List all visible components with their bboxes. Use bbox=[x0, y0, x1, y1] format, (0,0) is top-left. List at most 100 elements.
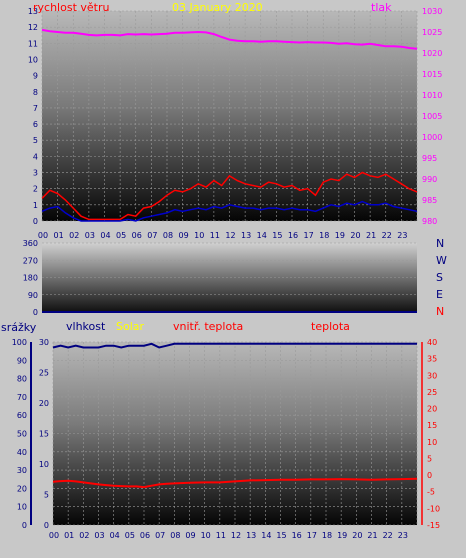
rain-tick-label: 70 bbox=[17, 393, 27, 402]
wind-tick-label: 0 bbox=[33, 217, 38, 226]
time-tick-label: 02 bbox=[69, 231, 79, 240]
humidity-tick-label: 20 bbox=[39, 399, 49, 408]
time-tick-label: 11 bbox=[216, 531, 226, 540]
pressure-legend: tlak bbox=[371, 1, 392, 14]
wind-tick-label: 5 bbox=[33, 136, 38, 145]
time-tick-label: 11 bbox=[210, 231, 220, 240]
humidity-tick-label: 25 bbox=[39, 369, 49, 378]
rain-tick-label: 80 bbox=[17, 375, 27, 384]
compass-label: N bbox=[436, 305, 444, 318]
wind-tick-label: 7 bbox=[33, 104, 38, 113]
humidity-tick-label: 5 bbox=[44, 491, 49, 500]
rain-tick-label: 50 bbox=[17, 430, 27, 439]
wind-tick-label: 9 bbox=[33, 72, 38, 81]
time-tick-label: 03 bbox=[85, 231, 95, 240]
time-tick-label: 16 bbox=[288, 231, 298, 240]
time-tick-label: 20 bbox=[350, 231, 360, 240]
time-tick-label: 14 bbox=[261, 531, 271, 540]
time-tick-label: 02 bbox=[79, 531, 89, 540]
time-tick-label: 00 bbox=[38, 231, 48, 240]
time-tick-label: 10 bbox=[201, 531, 211, 540]
time-tick-label: 22 bbox=[382, 231, 392, 240]
indoor-temp-legend: vnitř. teplota bbox=[173, 320, 243, 333]
rain-tick-label: 40 bbox=[17, 448, 27, 457]
time-tick-label: 08 bbox=[163, 231, 173, 240]
temperature-tick-label: 10 bbox=[427, 438, 437, 447]
direction-tick-label: 180 bbox=[23, 274, 38, 283]
wind-tick-label: 10 bbox=[28, 55, 38, 64]
compass-label: E bbox=[436, 288, 443, 301]
time-tick-label: 23 bbox=[397, 231, 407, 240]
temperature-tick-label: 25 bbox=[427, 388, 437, 397]
pressure-tick-label: 1000 bbox=[422, 133, 442, 142]
time-tick-label: 19 bbox=[335, 231, 345, 240]
temperature-tick-label: -15 bbox=[427, 521, 440, 530]
wind-series bbox=[41, 28, 418, 222]
time-tick-label: 12 bbox=[225, 231, 235, 240]
grid-wind bbox=[41, 10, 418, 222]
temperature-tick-label: -5 bbox=[427, 488, 435, 497]
pressure-tick-label: 1005 bbox=[422, 112, 442, 121]
temperature-tick-label: 0 bbox=[427, 471, 432, 480]
pressure-tick-label: 1015 bbox=[422, 70, 442, 79]
time-tick-label: 20 bbox=[352, 531, 362, 540]
wind-legend: rychlost větru bbox=[33, 1, 109, 14]
pressure-tick-label: 1025 bbox=[422, 28, 442, 37]
direction-tick-label: 270 bbox=[23, 256, 38, 265]
direction-tick-label: 360 bbox=[23, 239, 38, 248]
series-line bbox=[41, 28, 418, 50]
rain-tick-label: 10 bbox=[17, 503, 27, 512]
humidity-tick-label: 30 bbox=[39, 338, 49, 347]
wind-tick-label: 3 bbox=[33, 169, 38, 178]
humidity-tick-label: 10 bbox=[39, 460, 49, 469]
temperature-tick-label: 20 bbox=[427, 405, 437, 414]
time-tick-label: 01 bbox=[54, 231, 64, 240]
wind-tick-label: 2 bbox=[33, 185, 38, 194]
humidity-temp-series bbox=[52, 342, 418, 489]
solar-legend: Solar bbox=[116, 320, 145, 333]
temperature-tick-label: 40 bbox=[427, 338, 437, 347]
wind-tick-label: 6 bbox=[33, 120, 38, 129]
time-tick-label: 06 bbox=[132, 231, 142, 240]
time-tick-label: 13 bbox=[241, 231, 251, 240]
time-tick-label: 04 bbox=[110, 531, 120, 540]
time-tick-label: 07 bbox=[155, 531, 165, 540]
wind-tick-label: 1 bbox=[33, 201, 38, 210]
wind-tick-label: 13 bbox=[28, 7, 38, 16]
time-tick-label: 05 bbox=[116, 231, 126, 240]
temperature-tick-label: 30 bbox=[427, 371, 437, 380]
humidity-axis-ticks: 0 5 10 15 20 25 30 bbox=[39, 338, 49, 530]
time-tick-label: 15 bbox=[272, 231, 282, 240]
time-tick-label: 12 bbox=[231, 531, 241, 540]
pressure-tick-label: 990 bbox=[422, 175, 437, 184]
humidity-legend: vlhkost bbox=[66, 320, 106, 333]
temperature-axis-ticks: -15 -10 -5 0 5 10 15 20 25 30 35 40 bbox=[421, 338, 440, 530]
time-tick-label: 18 bbox=[322, 531, 332, 540]
compass-label: W bbox=[436, 254, 447, 267]
time-axis-top: 00 01 02 03 04 05 06 07 08 09 10 11 12 13 14 15 16 17 18 19… bbox=[38, 231, 408, 240]
time-tick-label: 23 bbox=[398, 531, 408, 540]
time-tick-label: 09 bbox=[179, 231, 189, 240]
rain-tick-label: 20 bbox=[17, 484, 27, 493]
series-line bbox=[52, 477, 418, 489]
temperature-tick-label: 5 bbox=[427, 454, 432, 463]
series-line bbox=[52, 342, 417, 349]
rain-tick-label: 30 bbox=[17, 466, 27, 475]
wind-tick-label: 12 bbox=[28, 23, 38, 32]
date-title: 03 January 2020 bbox=[172, 1, 263, 14]
temperature-legend: teplota bbox=[311, 320, 350, 333]
time-tick-label: 10 bbox=[194, 231, 204, 240]
time-tick-label: 19 bbox=[337, 531, 347, 540]
pressure-tick-label: 985 bbox=[422, 196, 437, 205]
time-tick-label: 05 bbox=[125, 531, 135, 540]
time-tick-label: 04 bbox=[100, 231, 110, 240]
time-tick-label: 00 bbox=[49, 531, 59, 540]
temperature-tick-label: 35 bbox=[427, 355, 437, 364]
direction-tick-label: 0 bbox=[33, 308, 38, 317]
pressure-axis-ticks: 980 985 990 995 1000 1005 1010 1015 1020 1025 1030 bbox=[422, 7, 442, 226]
time-tick-label: 06 bbox=[140, 531, 150, 540]
temperature-tick-label: -10 bbox=[427, 504, 440, 513]
time-tick-label: 15 bbox=[276, 531, 286, 540]
